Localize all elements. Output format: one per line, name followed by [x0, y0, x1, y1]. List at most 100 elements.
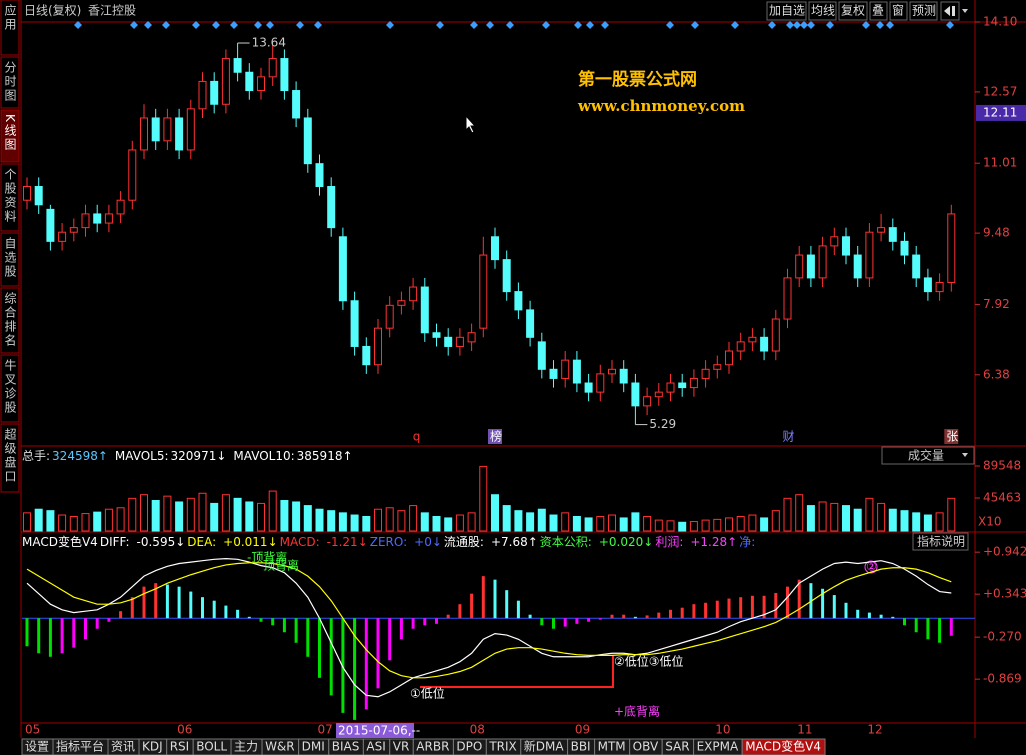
- candle-body: [268, 58, 277, 78]
- volume-bar: [104, 508, 113, 532]
- toolbar-button-label[interactable]: 窗: [892, 4, 904, 18]
- bottom-tab-label[interactable]: ASI: [366, 740, 385, 754]
- bottom-tab-label[interactable]: EXPMA: [697, 740, 739, 754]
- event-marker: [793, 21, 801, 29]
- volume-bar: [760, 517, 769, 532]
- indicator-header: MACD变色V4 DIFF: -0.595↓ DEA: +0.011↓ MACD: -1.2…: [22, 534, 755, 549]
- sidebar-tab[interactable]: [0, 163, 20, 232]
- candle-body: [81, 213, 90, 229]
- sidebar-tab-label[interactable]: 牛叉诊股: [3, 358, 17, 415]
- toolbar-button[interactable]: [838, 1, 868, 21]
- bottom-tab-label[interactable]: SAR: [665, 740, 689, 754]
- bottom-tab-label[interactable]: 主力: [234, 740, 258, 754]
- sidebar-tab-label[interactable]: 应用: [3, 3, 17, 32]
- bottom-tab-label[interactable]: W&R: [265, 740, 295, 754]
- bottom-tab-label[interactable]: 设置: [25, 740, 49, 754]
- volume-bar: [58, 514, 67, 532]
- toolbar-button[interactable]: [766, 1, 807, 21]
- candle-body: [502, 259, 511, 293]
- toolbar-button-label[interactable]: 叠: [872, 4, 884, 18]
- toolbar-button-label[interactable]: 均线: [811, 4, 835, 18]
- x-tick-label: 05: [25, 723, 40, 737]
- sidebar-tab[interactable]: [0, 109, 20, 163]
- header-item: MACD:: [280, 535, 320, 549]
- candle-body: [233, 58, 242, 73]
- volume-bar: [549, 514, 558, 532]
- candle-body: [888, 227, 897, 242]
- annotation-circle: [864, 560, 878, 574]
- bottom-tab-label[interactable]: ARBR: [416, 740, 449, 754]
- candle-body: [315, 163, 324, 188]
- indicator-name[interactable]: 成交量: [908, 448, 944, 463]
- volume-bar: [537, 508, 546, 532]
- bottom-tab-label[interactable]: MTM: [598, 740, 626, 754]
- sidebar-tab-label[interactable]: 个股资料: [3, 168, 17, 224]
- bottom-tab-label[interactable]: MACD变色V4: [745, 739, 821, 754]
- bottom-tab-label[interactable]: OBV: [633, 740, 659, 754]
- toolbar-button-label[interactable]: 预测: [912, 4, 936, 18]
- sidebar-tab[interactable]: [0, 0, 20, 56]
- volume-bar: [502, 505, 511, 532]
- volume-bar: [128, 497, 137, 532]
- chart-period: 日线(复权): [24, 4, 81, 18]
- sidebar-tab-label[interactable]: K线图: [3, 114, 17, 152]
- header-item: 流通股:: [444, 535, 484, 549]
- volume-bar: [678, 521, 687, 532]
- bottom-tab-label[interactable]: VR: [393, 740, 410, 754]
- candle-body: [596, 373, 605, 393]
- bottom-tab-label[interactable]: 资讯: [111, 740, 135, 754]
- sidebar-tab[interactable]: [0, 354, 20, 423]
- header-item: 净:: [739, 535, 755, 549]
- bottom-tab[interactable]: [741, 738, 826, 755]
- candle-body: [865, 231, 874, 279]
- annotation: +底背离: [614, 704, 660, 719]
- event-marker: [74, 21, 82, 29]
- candle-body: [748, 336, 757, 343]
- y-tick-label: -0.869: [983, 672, 1022, 686]
- candle-body: [619, 368, 628, 384]
- bottom-tab-label[interactable]: 指标平台: [56, 739, 104, 754]
- indicator-dropdown[interactable]: [881, 446, 975, 465]
- volume-bar: [830, 502, 839, 532]
- candle-body: [725, 350, 733, 366]
- last-price-label: 12.11: [983, 105, 1017, 119]
- y-tick-label: 89548: [983, 459, 1021, 473]
- sidebar-tab[interactable]: [0, 56, 20, 109]
- sidebar-tab-label[interactable]: 超级盘口: [3, 427, 17, 484]
- x-tick-label: 11: [797, 723, 812, 737]
- sidebar-tab[interactable]: [0, 423, 20, 493]
- event-marker: [731, 21, 739, 29]
- bottom-tab-label[interactable]: 新DMA: [524, 739, 565, 754]
- toolbar-button-label[interactable]: 加自选: [769, 4, 805, 18]
- header-item: 320971↓: [171, 449, 227, 463]
- annotation: ②低位③低位: [614, 654, 684, 669]
- bottom-tab-label[interactable]: BBI: [571, 740, 591, 754]
- bottom-tab-label[interactable]: BIAS: [332, 740, 360, 754]
- bottom-tab-label[interactable]: KDJ: [142, 740, 163, 754]
- event-marker: [542, 21, 550, 29]
- event-marker: [876, 21, 884, 29]
- candle-body: [806, 254, 815, 279]
- volume-bar: [572, 515, 581, 532]
- sidebar-tab[interactable]: [0, 287, 20, 354]
- bottom-tab-label[interactable]: DPO: [456, 740, 482, 754]
- bottom-tab-label[interactable]: RSI: [170, 740, 190, 754]
- sidebar-tab-label[interactable]: 自选股: [3, 237, 17, 279]
- toolbar-button-label[interactable]: 复权: [841, 4, 865, 18]
- bottom-tab-label[interactable]: BOLL: [196, 740, 227, 754]
- bottom-tab-label[interactable]: TRIX: [488, 740, 516, 754]
- candle-body: [935, 281, 944, 293]
- sidebar-tab[interactable]: [0, 232, 20, 287]
- volume-bar: [116, 507, 125, 532]
- menu-arrow[interactable]: [962, 9, 968, 13]
- sidebar-tab-label[interactable]: 分时图: [3, 61, 17, 103]
- event-marker: [314, 21, 322, 29]
- indicator-help-label[interactable]: 指标说明: [917, 534, 965, 549]
- toolbar-button[interactable]: [869, 1, 888, 21]
- toolbar-button[interactable]: [808, 1, 837, 21]
- indicator-help-button[interactable]: [912, 532, 969, 551]
- bottom-tab-label[interactable]: DMI: [302, 740, 325, 754]
- toolbar-button[interactable]: [909, 1, 938, 21]
- sidebar-tab-label[interactable]: 综合排名: [3, 292, 17, 348]
- toolbar-button[interactable]: [889, 1, 908, 21]
